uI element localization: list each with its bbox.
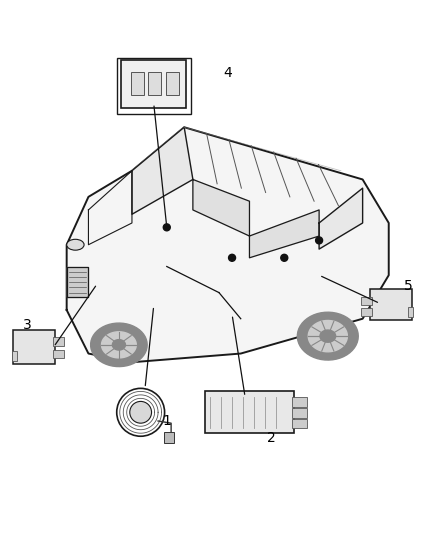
FancyBboxPatch shape <box>370 289 412 320</box>
Ellipse shape <box>67 239 84 250</box>
Polygon shape <box>319 188 363 249</box>
FancyBboxPatch shape <box>292 419 307 429</box>
Polygon shape <box>67 266 88 297</box>
Polygon shape <box>320 330 336 342</box>
FancyBboxPatch shape <box>408 308 413 317</box>
FancyBboxPatch shape <box>12 351 17 360</box>
Polygon shape <box>132 127 193 214</box>
FancyBboxPatch shape <box>148 72 161 95</box>
Text: 5: 5 <box>404 279 413 293</box>
FancyBboxPatch shape <box>53 337 64 346</box>
Polygon shape <box>193 180 250 236</box>
Text: 4: 4 <box>223 66 232 80</box>
Polygon shape <box>297 312 358 360</box>
FancyBboxPatch shape <box>361 297 372 305</box>
Circle shape <box>316 237 322 244</box>
FancyBboxPatch shape <box>292 408 307 417</box>
Polygon shape <box>250 210 319 258</box>
Polygon shape <box>102 332 136 358</box>
Polygon shape <box>113 340 125 350</box>
FancyBboxPatch shape <box>131 72 144 95</box>
Text: 3: 3 <box>23 318 32 332</box>
FancyBboxPatch shape <box>205 391 294 433</box>
FancyBboxPatch shape <box>164 432 174 443</box>
Text: 2: 2 <box>267 431 276 446</box>
Circle shape <box>281 254 288 261</box>
FancyBboxPatch shape <box>292 397 307 407</box>
FancyBboxPatch shape <box>53 350 64 358</box>
Circle shape <box>229 254 236 261</box>
FancyBboxPatch shape <box>166 72 179 95</box>
Circle shape <box>130 401 152 423</box>
FancyBboxPatch shape <box>121 60 186 108</box>
FancyBboxPatch shape <box>361 308 372 316</box>
Polygon shape <box>91 323 147 367</box>
Text: 1: 1 <box>162 414 171 428</box>
FancyBboxPatch shape <box>13 330 55 364</box>
Polygon shape <box>67 127 389 362</box>
Polygon shape <box>308 320 347 352</box>
Circle shape <box>163 224 170 231</box>
